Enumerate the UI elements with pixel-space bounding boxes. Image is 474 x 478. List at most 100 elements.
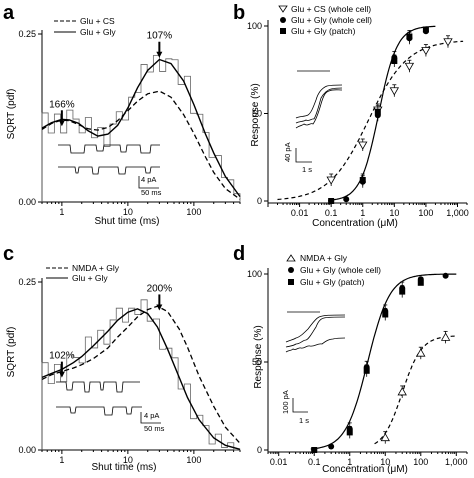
panel-c: c 102% 200% 0.00 0.25 1 10 100 NMDA + Gly Gl… (3, 243, 241, 473)
legend-c-series-0: NMDA + Gly (72, 263, 120, 273)
histogram-c (41, 299, 241, 451)
plot-area-b: 0 50 100 0.01 0.1 1 10 100 1,000 (247, 20, 469, 218)
scale-bar-c: 4 pA 50 ms (140, 411, 165, 433)
x-tick-label-d: 1 (347, 457, 352, 467)
y-axis-title-c: SQRT (pdf) (6, 327, 17, 378)
data-point-d-1 (328, 443, 335, 450)
scale-bar-d-current: 100 pA (281, 390, 290, 414)
x-axis-title-d: Concentration (μM) (322, 464, 408, 475)
x-tick-label-d: 0.1 (308, 457, 321, 467)
data-point-b-0 (389, 87, 400, 96)
x-axis-title-a: Shut time (ms) (94, 216, 159, 227)
y-tick-label-d: 100 (247, 269, 262, 279)
data-point-b-2 (328, 198, 335, 204)
data-point-d-0 (440, 332, 451, 341)
data-point-d-2 (311, 447, 318, 453)
y-tick-label-a: 0.25 (18, 29, 36, 39)
current-inset-b (295, 70, 343, 129)
annotation-c-0: 102% (49, 351, 75, 362)
y-tick-label-d: 50 (252, 357, 262, 367)
annotation-arrowhead-c-1 (156, 304, 163, 311)
legend-b: Glu + CS (whole cell) Glu + Gly (whole c… (278, 4, 372, 36)
legend-a-series-0: Glu + CS (80, 16, 115, 26)
legend-b-series-0: Glu + CS (whole cell) (291, 4, 371, 14)
annotation-a-1: 107% (147, 31, 173, 42)
data-point-b-0 (421, 47, 431, 56)
series-line-c-1 (41, 308, 241, 450)
data-point-b-0 (443, 38, 453, 47)
x-axis-title-c: Shut time (ms) (91, 462, 156, 473)
y-tick-label-b: 50 (252, 109, 262, 119)
data-point-d-0 (380, 432, 390, 442)
legend-c-series-1: Glu + Gly (72, 273, 108, 283)
data-point-d-0 (416, 348, 426, 357)
legend-b-marker-2 (280, 28, 286, 34)
x-axis-title-b: Concentration (μM) (312, 218, 398, 229)
data-point-b-1 (343, 196, 350, 203)
scale-bar-d: 100 pA 1 s (281, 390, 309, 425)
scale-bar-b-current: 40 pA (283, 142, 292, 162)
x-tick-label-c: 1 (59, 455, 64, 465)
panel-letter-b: b (233, 2, 245, 24)
legend-a-series-1: Glu + Gly (80, 27, 116, 37)
panel-d: d 0 50 100 0.01 0.1 1 10 100 1,000 NMDA + Gly Gl… (233, 243, 468, 475)
panel-b: b 0 50 100 0.01 0.1 1 10 100 1,000 Glu + CS (who… (233, 2, 469, 229)
x-tick-label-a: 100 (186, 207, 201, 217)
fit-curve-b-1 (328, 25, 436, 201)
scale-bar-a-current: 4 pA (141, 175, 156, 184)
annotation-arrowhead-c-0 (58, 371, 65, 378)
x-tick-label-c: 100 (186, 455, 201, 465)
x-tick-label-c: 10 (123, 455, 133, 465)
panel-letter-d: d (233, 243, 245, 265)
data-point-d-0 (397, 387, 407, 396)
legend-b-series-1: Glu + Gly (whole cell) (291, 15, 372, 25)
scale-bar-b: 40 pA 1 s (283, 142, 312, 174)
data-point-d-2 (363, 367, 370, 374)
plot-area-a: 0.00 0.25 1 10 100 (18, 29, 241, 217)
panel-letter-a: a (3, 2, 15, 24)
series-line-a-0 (41, 90, 241, 200)
fit-curve-d-1 (310, 273, 457, 450)
x-tick-label-d: 100 (413, 457, 428, 467)
panel-a: a 166% 107% 0.00 0.25 1 10 100 Glu + CS Glu … (3, 2, 241, 227)
legend-d: NMDA + Gly Glu + Gly (whole cell) Glu + … (286, 253, 381, 287)
annotation-arrowhead-a-1 (156, 51, 163, 58)
histogram-a (41, 55, 241, 202)
x-tick-label-b: 100 (418, 208, 433, 218)
panel-letter-c: c (3, 243, 14, 265)
legend-d-series-0: NMDA + Gly (300, 253, 348, 263)
y-tick-label-a: 0.00 (18, 197, 36, 207)
y-tick-label-b: 0 (257, 196, 262, 206)
x-tick-label-d: 1,000 (445, 457, 468, 467)
x-tick-label-d: 10 (380, 457, 390, 467)
legend-d-marker-1 (288, 267, 294, 273)
trace-inset-c (56, 381, 142, 416)
series-line-a-1 (41, 58, 241, 198)
data-point-b-2 (391, 58, 398, 64)
fit-curve-b-0 (277, 40, 464, 201)
data-point-b-0 (404, 62, 415, 72)
x-tick-label-b: 1,000 (446, 208, 469, 218)
y-tick-label-b: 100 (247, 21, 262, 31)
data-point-d-2 (382, 311, 389, 318)
data-point-b-2 (422, 26, 429, 33)
x-tick-label-b: 10 (389, 208, 399, 218)
scale-bar-b-time: 1 s (302, 165, 312, 174)
legend-b-marker-1 (280, 17, 286, 23)
series-line-c-0 (41, 305, 241, 444)
annotation-arrowhead-a-0 (58, 120, 65, 127)
legend-c: NMDA + Gly Glu + Gly (46, 263, 120, 283)
data-point-b-2 (359, 177, 366, 183)
trace-inset-a (58, 144, 160, 175)
scale-bar-c-time: 50 ms (144, 424, 165, 433)
legend-b-marker-0 (278, 5, 288, 13)
scale-bar-d-time: 1 s (299, 416, 309, 425)
data-point-b-0 (358, 141, 368, 150)
data-point-b-0 (326, 176, 336, 185)
data-point-b-2 (406, 33, 413, 40)
data-point-d-2 (399, 288, 406, 295)
legend-a: Glu + CS Glu + Gly (54, 16, 116, 37)
y-tick-label-c: 0.25 (18, 277, 36, 287)
legend-d-series-2: Glu + Gly (patch) (300, 277, 365, 287)
